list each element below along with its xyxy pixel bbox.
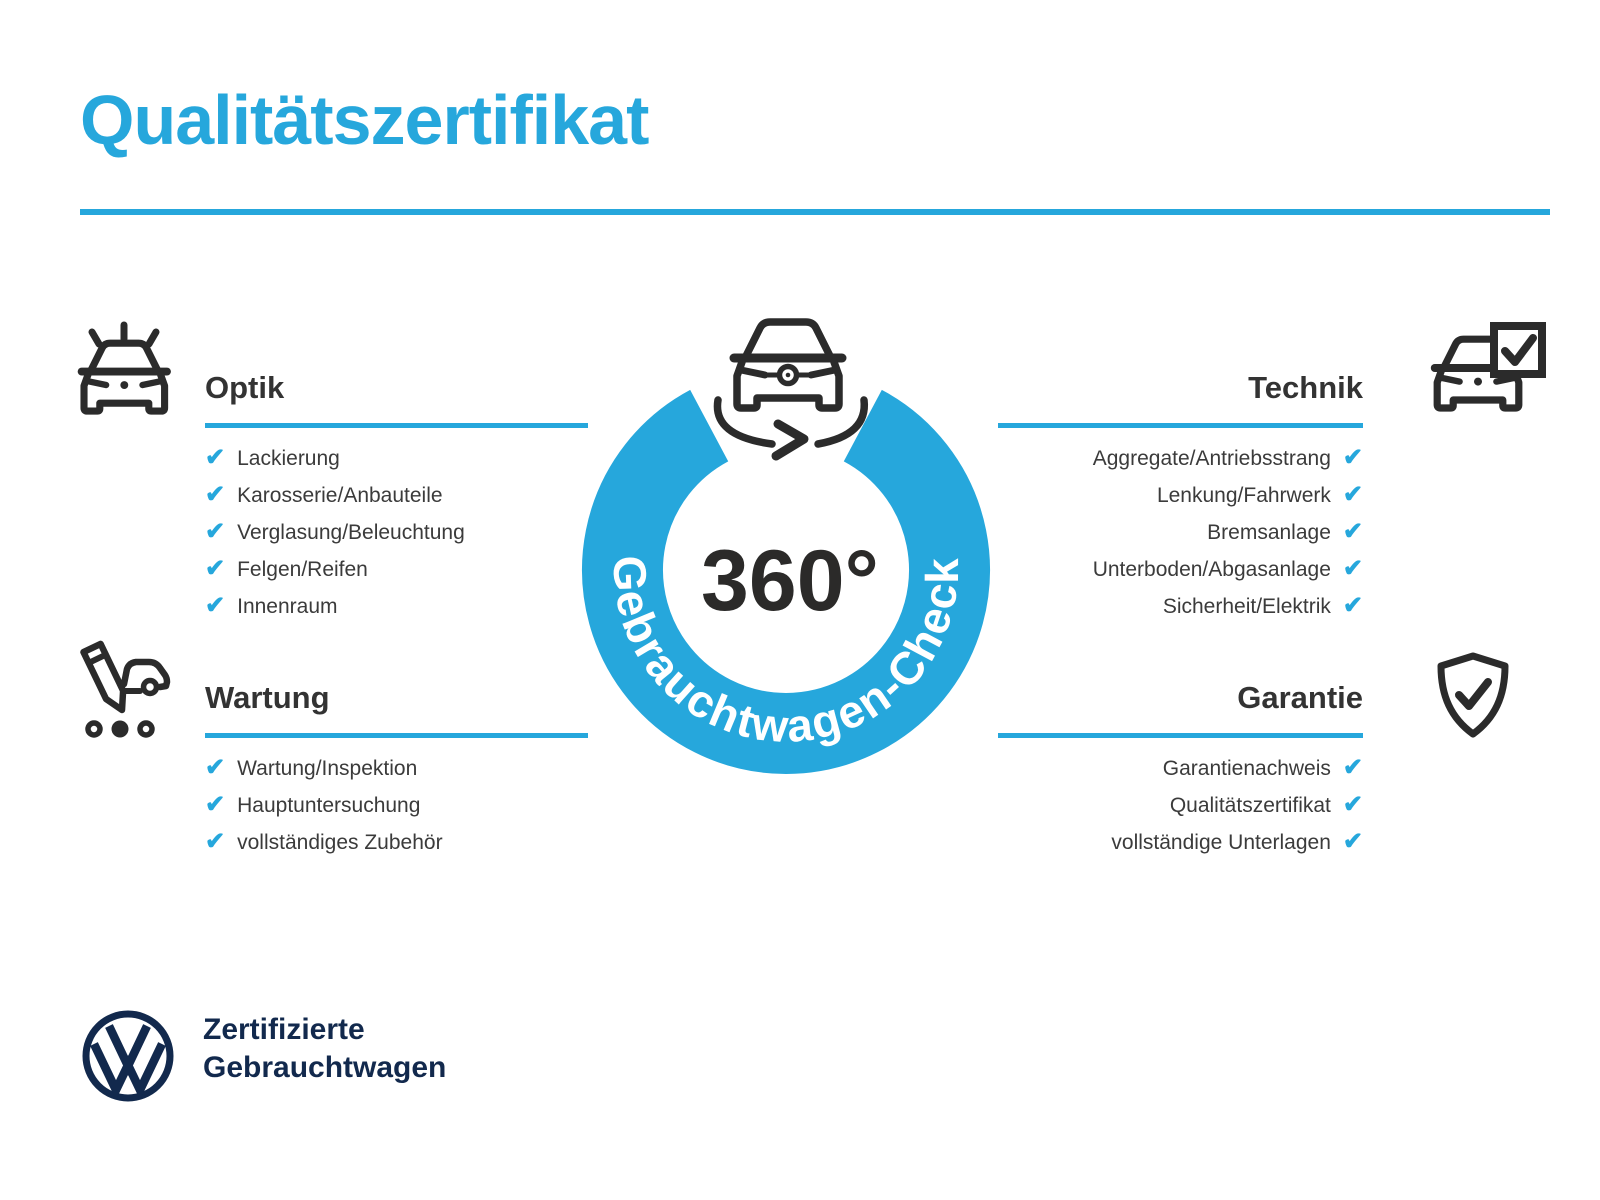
- optik-checklist: ✔ Lackierung ✔ Karosserie/Anbauteile ✔ Verg…: [205, 440, 588, 625]
- brand-line1: Zertifizierte: [203, 1013, 365, 1046]
- brand-line2: Gebrauchtwagen: [203, 1051, 447, 1084]
- check-icon: ✔: [205, 827, 226, 855]
- section-rule: [998, 733, 1363, 738]
- checklist-item: Bremsanlage ✔: [998, 514, 1363, 551]
- check-icon: ✔: [205, 753, 226, 781]
- section-rule: [998, 423, 1363, 428]
- checklist-item: ✔ Felgen/Reifen: [205, 551, 588, 588]
- check-icon: ✔: [205, 790, 226, 818]
- checklist-item-label: Qualitätszertifikat: [1169, 793, 1331, 817]
- checklist-item-label: Innenraum: [237, 594, 338, 618]
- checklist-item-label: Bremsanlage: [1207, 520, 1331, 544]
- check-icon: ✔: [1342, 827, 1363, 855]
- checklist-item-label: Wartung/Inspektion: [237, 756, 418, 780]
- checklist-item: Sicherheit/Elektrik ✔: [998, 588, 1363, 625]
- checklist-item: ✔ Hauptuntersuchung: [205, 787, 588, 824]
- checklist-item: ✔ Wartung/Inspektion: [205, 750, 588, 787]
- car-shine-icon: [77, 321, 171, 415]
- section-wartung-title: Wartung: [205, 680, 330, 715]
- section-optik: Optik ✔ Lackierung ✔ Karosserie/Anbauteile…: [205, 370, 588, 625]
- brand-text: Zertifizierte Gebrauchtwagen: [203, 1011, 446, 1087]
- checklist-item: vollständige Unterlagen ✔: [998, 824, 1363, 861]
- vw-logo: [82, 1010, 174, 1102]
- badge-360-check: Gebrauchtwagen-Check 360°: [582, 318, 990, 774]
- checklist-item-label: Lackierung: [237, 446, 340, 470]
- check-icon: ✔: [205, 517, 226, 545]
- checklist-item: ✔ Verglasung/Beleuchtung: [205, 514, 588, 551]
- checklist-item-label: Karosserie/Anbauteile: [237, 483, 443, 507]
- section-technik-title: Technik: [1248, 370, 1363, 405]
- checklist-item: Lenkung/Fahrwerk ✔: [998, 477, 1363, 514]
- car-rotate-icon: [713, 318, 868, 461]
- check-icon: ✔: [1342, 591, 1363, 619]
- checklist-item: Qualitätszertifikat ✔: [998, 787, 1363, 824]
- checklist-item-label: Verglasung/Beleuchtung: [237, 520, 465, 544]
- title-rule: [80, 209, 1550, 215]
- check-icon: ✔: [205, 554, 226, 582]
- car-checkbox-icon: [1430, 322, 1546, 412]
- checklist-item: Garantienachweis ✔: [998, 750, 1363, 787]
- garantie-checklist: Garantienachweis ✔ Qualitätszertifikat ✔ v…: [998, 750, 1363, 861]
- badge-degrees: 360°: [701, 533, 879, 629]
- checklist-item-label: Garantienachweis: [1162, 756, 1331, 780]
- section-technik: Technik Aggregate/Antriebsstrang ✔ Lenkun…: [998, 370, 1363, 625]
- checklist-item-label: Aggregate/Antriebsstrang: [1092, 446, 1331, 470]
- pencil-car-service-icon: [80, 640, 171, 738]
- section-rule: [205, 733, 588, 738]
- check-icon: ✔: [205, 480, 226, 508]
- checklist-item-label: vollständiges Zubehör: [237, 830, 443, 854]
- section-garantie-title: Garantie: [1237, 680, 1363, 715]
- check-icon: ✔: [1342, 480, 1363, 508]
- check-icon: ✔: [1342, 753, 1363, 781]
- checklist-item: ✔ Innenraum: [205, 588, 588, 625]
- check-icon: ✔: [1342, 790, 1363, 818]
- checklist-item-label: Unterboden/Abgasanlage: [1092, 557, 1331, 581]
- checklist-item-label: Lenkung/Fahrwerk: [1156, 483, 1331, 507]
- checklist-item-label: Sicherheit/Elektrik: [1162, 594, 1331, 618]
- section-wartung: Wartung ✔ Wartung/Inspektion ✔ Hauptunters…: [205, 680, 588, 861]
- checklist-item: ✔ vollständiges Zubehör: [205, 824, 588, 861]
- section-rule: [205, 423, 588, 428]
- checklist-item-label: vollständige Unterlagen: [1111, 830, 1331, 854]
- page-title: Qualitätszertifikat: [80, 81, 649, 159]
- section-optik-title: Optik: [205, 370, 285, 405]
- badge-ring: [582, 389, 990, 774]
- checklist-item: ✔ Karosserie/Anbauteile: [205, 477, 588, 514]
- checklist-item-label: Felgen/Reifen: [237, 557, 368, 581]
- section-garantie: Garantie Garantienachweis ✔ Qualitätszert…: [998, 680, 1363, 861]
- check-icon: ✔: [205, 443, 226, 471]
- check-icon: ✔: [205, 591, 226, 619]
- checklist-item: ✔ Lackierung: [205, 440, 588, 477]
- technik-checklist: Aggregate/Antriebsstrang ✔ Lenkung/Fahrwe…: [998, 440, 1363, 625]
- shield-check-icon: [1437, 652, 1509, 738]
- check-icon: ✔: [1342, 554, 1363, 582]
- checklist-item: Aggregate/Antriebsstrang ✔: [998, 440, 1363, 477]
- wartung-checklist: ✔ Wartung/Inspektion ✔ Hauptuntersuchung ✔…: [205, 750, 588, 861]
- check-icon: ✔: [1342, 517, 1363, 545]
- checklist-item-label: Hauptuntersuchung: [237, 793, 421, 817]
- check-icon: ✔: [1342, 443, 1363, 471]
- checklist-item: Unterboden/Abgasanlage ✔: [998, 551, 1363, 588]
